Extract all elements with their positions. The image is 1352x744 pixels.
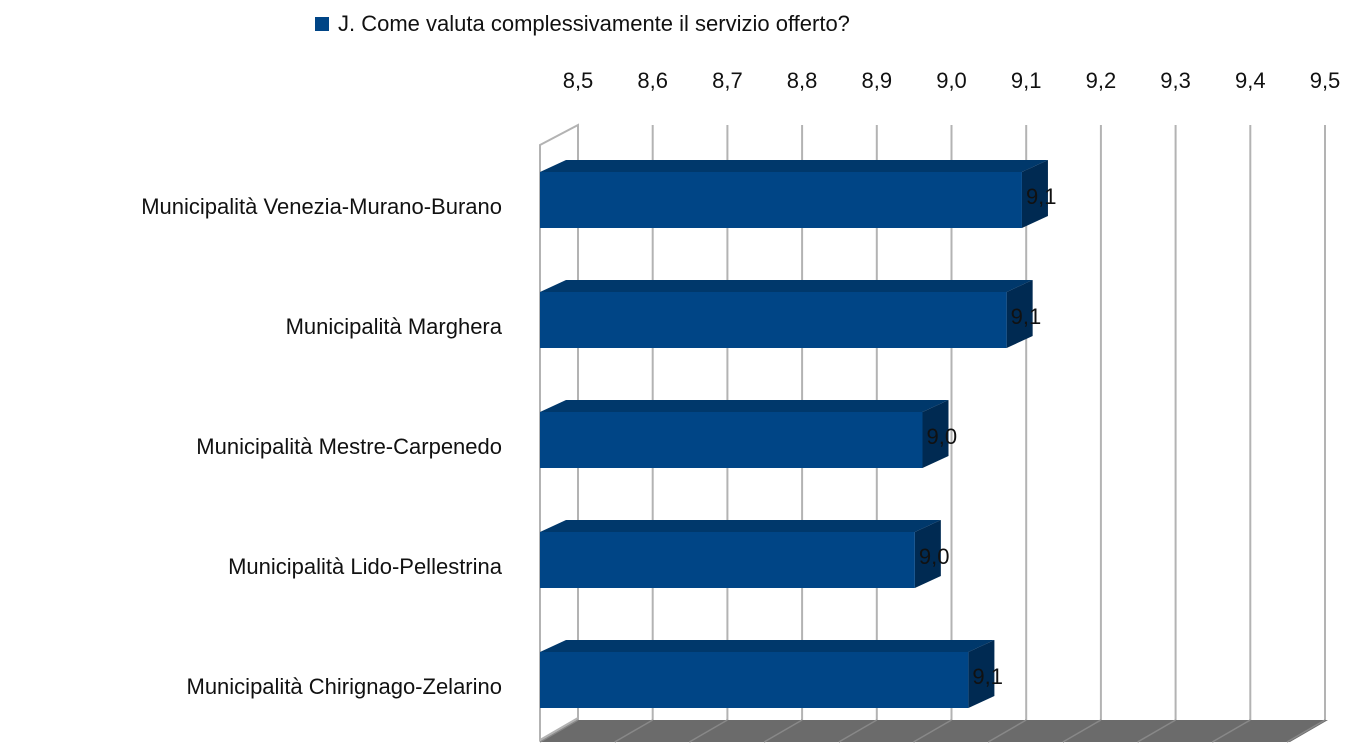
- value-label: 9,1: [972, 664, 1003, 689]
- legend-swatch: [315, 17, 329, 31]
- floor-grid-line: [763, 719, 803, 743]
- floor-grid-line: [838, 719, 878, 743]
- bar-face: [540, 520, 941, 532]
- bar-face: [1006, 280, 1033, 348]
- x-tick-label: 9,2: [1086, 68, 1117, 93]
- x-tick-label: 8,9: [862, 68, 893, 93]
- bar-face: [540, 412, 923, 468]
- bar-face: [540, 160, 1048, 172]
- x-tick-label: 9,3: [1160, 68, 1191, 93]
- y-tick-label: Municipalità Chirignago-Zelarino: [187, 674, 503, 699]
- y-tick-label: Municipalità Mestre-Carpenedo: [196, 434, 502, 459]
- x-tick-label: 9,5: [1310, 68, 1341, 93]
- x-tick-label: 9,4: [1235, 68, 1266, 93]
- bar: [540, 520, 941, 588]
- value-label: 9,0: [919, 544, 950, 569]
- floor-grid-line: [1062, 719, 1102, 743]
- floor-grid-line: [913, 719, 952, 743]
- x-tick-label: 9,0: [936, 68, 967, 93]
- y-tick-label: Municipalità Lido-Pellestrina: [228, 554, 503, 579]
- bar: [540, 640, 995, 708]
- bar-face: [540, 532, 915, 588]
- value-label: 9,1: [1026, 184, 1057, 209]
- floor-grid-line: [1211, 719, 1251, 743]
- y-tick-label: Municipalità Venezia-Murano-Burano: [141, 194, 502, 219]
- value-label: 9,1: [1011, 304, 1042, 329]
- bar-face: [540, 172, 1022, 228]
- bar-face: [1021, 160, 1048, 228]
- x-tick-label: 8,7: [712, 68, 743, 93]
- x-tick-label: 9,1: [1011, 68, 1042, 93]
- bar: [540, 160, 1048, 228]
- floor-grid-line: [614, 719, 654, 743]
- floor: [540, 720, 1328, 742]
- bar-face: [540, 292, 1007, 348]
- floor-grid-line: [1286, 719, 1326, 743]
- y-tick-label: Municipalità Marghera: [286, 314, 503, 339]
- bar-face: [968, 640, 995, 708]
- floor-grid-line: [689, 719, 728, 743]
- value-label: 9,0: [927, 424, 958, 449]
- bar: [540, 400, 949, 468]
- floor-grid-line: [1137, 719, 1176, 743]
- bar-face: [540, 280, 1033, 292]
- x-tick-label: 8,8: [787, 68, 818, 93]
- bar-face: [922, 400, 949, 468]
- x-tick-label: 8,6: [637, 68, 668, 93]
- legend-label: J. Come valuta complessivamente il servi…: [338, 11, 850, 36]
- bar-face: [540, 652, 969, 708]
- bar-face: [540, 640, 995, 652]
- x-tick-label: 8,5: [563, 68, 594, 93]
- floor-grid-line: [539, 719, 579, 743]
- bar-face: [914, 520, 941, 588]
- bar-face: [540, 400, 949, 412]
- floor-grid-line: [987, 719, 1027, 743]
- bar: [540, 280, 1033, 348]
